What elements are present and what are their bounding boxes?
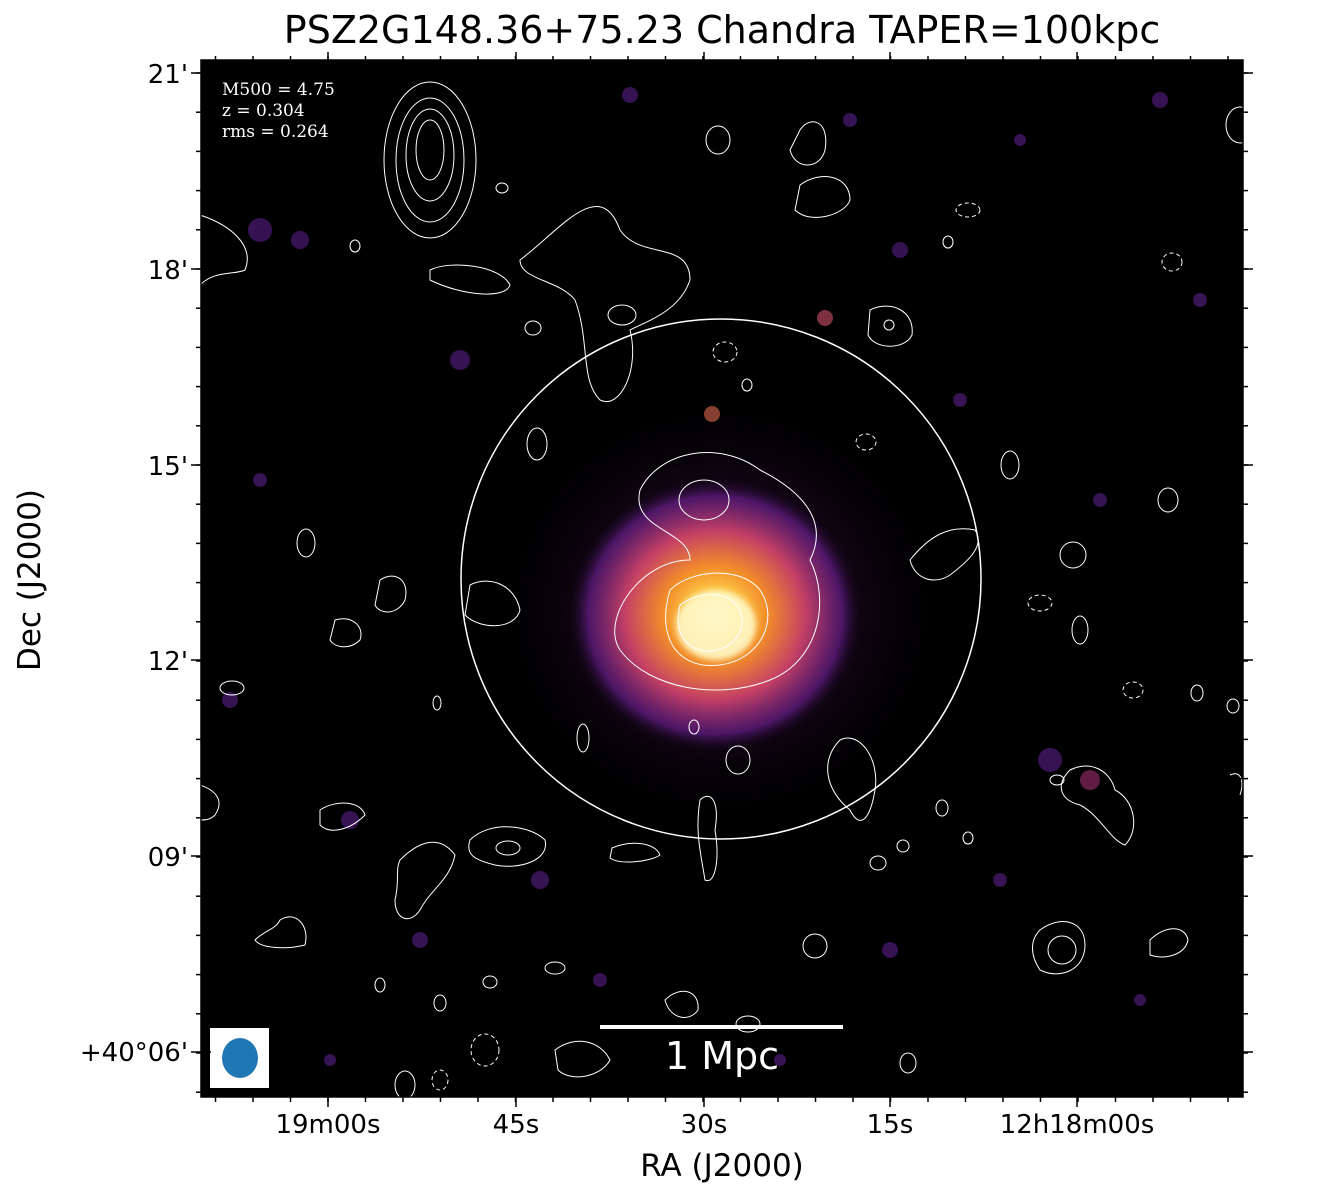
redshift-text: z = 0.304: [222, 101, 305, 121]
xtick-label: 12h18m00s: [999, 1110, 1155, 1140]
noise-speckles: [222, 87, 1207, 1066]
scale-bar-label: 1 Mpc: [664, 1034, 780, 1078]
ytick-label: 18': [147, 256, 188, 286]
ytick-label: 09': [147, 843, 188, 873]
info-box: M500 = 4.75 z = 0.304 rms = 0.264: [222, 80, 335, 143]
axes-frame: [200, 59, 1244, 1098]
plot-title: PSZ2G148.36+75.23 Chandra TAPER=100kpc: [283, 8, 1161, 52]
contours: [201, 81, 1243, 1097]
ytick-label: +40°06': [79, 1038, 188, 1068]
rms-text: rms = 0.264: [222, 122, 329, 142]
y-axis-label: Dec (J2000): [12, 488, 48, 672]
xtick-label: 19m00s: [275, 1110, 381, 1140]
ytick-label: 21': [147, 60, 188, 90]
beam-ellipse: [222, 1038, 258, 1078]
xtick-label: 30s: [680, 1110, 728, 1140]
xtick-label: 45s: [492, 1110, 540, 1140]
m500-text: M500 = 4.75: [222, 80, 335, 100]
ytick-label: 15': [147, 452, 188, 482]
x-axis-label: RA (J2000): [640, 1148, 804, 1184]
axis-ticks: [191, 52, 1253, 1107]
r500-circle: [460, 318, 982, 840]
xtick-label: 15s: [866, 1110, 914, 1140]
ytick-label: 12': [147, 647, 188, 677]
cluster-core: [676, 590, 756, 660]
